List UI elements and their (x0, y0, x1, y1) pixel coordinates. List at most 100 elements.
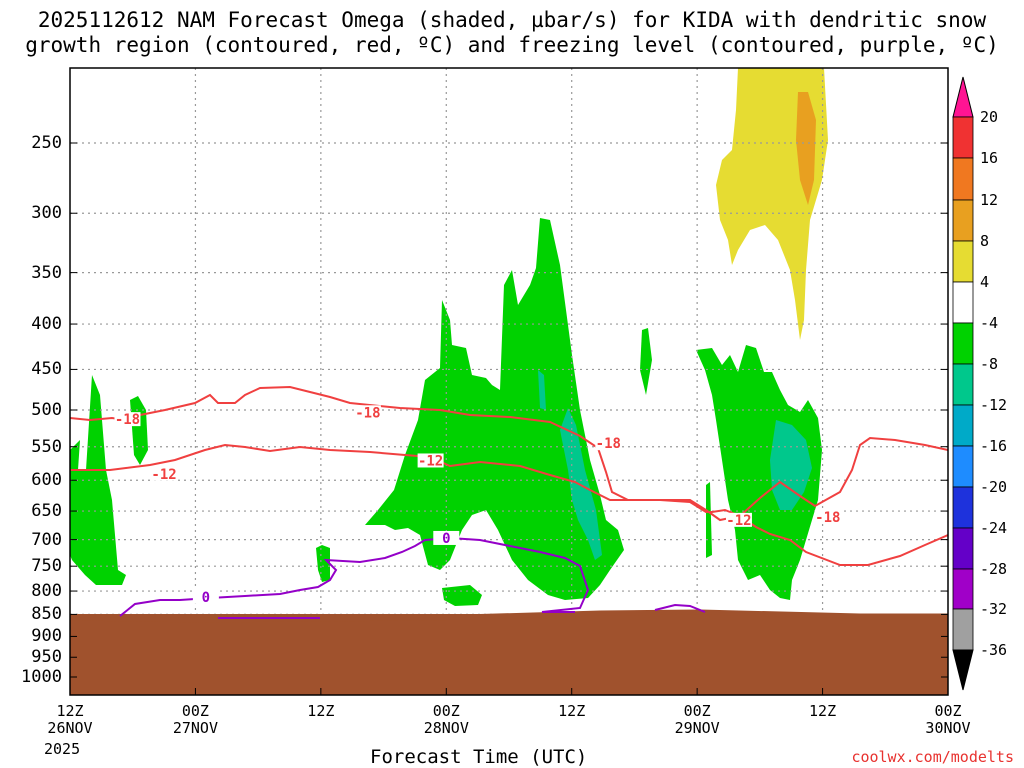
colorbar-label: 16 (980, 149, 999, 167)
colorbar-swatch (952, 116, 974, 159)
isotherm-contours (70, 385, 948, 619)
omega-area (706, 482, 712, 558)
colorbar-label: -20 (980, 478, 1008, 496)
omega-area (538, 370, 546, 410)
y-tick-label: 400 (31, 314, 62, 335)
omega-shading (70, 68, 828, 606)
colorbar-label: 8 (980, 232, 990, 250)
contour-label: -18 (115, 412, 140, 428)
x-tick-date: 26NOV (47, 719, 93, 737)
x-tick-label: 12Z (286, 703, 356, 720)
omega-area (316, 545, 330, 582)
colorbar-label: -4 (980, 314, 999, 332)
y-tick-label: 600 (31, 470, 62, 491)
colorbar-swatch (952, 527, 974, 570)
omega-area (442, 585, 482, 606)
contour-label-bg (417, 453, 444, 468)
x-tick-time: 00Z (683, 702, 711, 720)
colorbar-swatch (952, 568, 974, 610)
x-tick-date: 29NOV (674, 719, 720, 737)
colorbar-label: -32 (980, 600, 1008, 618)
contour-label: 0 (202, 590, 210, 606)
y-tick-label: 300 (31, 203, 62, 224)
chart-title-line2: growth region (contoured, red, ºC) and f… (25, 33, 999, 57)
x-tick-label: 00Z 29NOV (662, 703, 732, 737)
colorbar-swatch (952, 486, 974, 529)
contour-label-bg (725, 512, 752, 527)
chart-title-line1: 2025112612 NAM Forecast Omega (shaded, µ… (37, 8, 987, 32)
y-tick-label: 250 (31, 133, 62, 153)
contour-label: -18 (355, 405, 380, 421)
omega-area (770, 420, 812, 510)
x-tick-label: 00Z 28NOV (411, 703, 481, 737)
omega-area (130, 396, 148, 465)
contour-label: -12 (726, 513, 751, 529)
contour-label: 0 (442, 531, 450, 547)
dgz-isotherm-minus12 (70, 436, 948, 522)
colorbar-label: -36 (980, 641, 1008, 659)
ground-below-surface (70, 614, 948, 695)
y-tick-label: 800 (31, 581, 62, 602)
x-tick-time: 00Z (181, 702, 209, 720)
x-tick-label: 00Z 30NOV (913, 703, 983, 737)
x-tick-time: 12Z (809, 702, 837, 720)
omega-area (640, 328, 652, 395)
credit-link[interactable]: coolwx.com/modelts (851, 748, 1014, 766)
contour-label-bg (151, 466, 178, 481)
colorbar-top-arrow (952, 76, 974, 118)
y-tick-label: 500 (31, 400, 62, 420)
x-axis-title: Forecast Time (UTC) (370, 746, 588, 768)
colorbar-swatch (952, 363, 974, 406)
colorbar-swatch (952, 199, 974, 242)
freezing-level-0C (119, 536, 590, 617)
y-tick-label: 950 (31, 647, 62, 668)
grid-lines (70, 68, 948, 615)
dgz-isotherm-minus18 (70, 385, 948, 566)
colorbar-label: -28 (980, 560, 1008, 578)
y-tick-label: 900 (31, 626, 62, 647)
contour-label-bg (433, 530, 460, 545)
x-tick-time: 00Z (432, 702, 460, 720)
contour-label-bg (114, 412, 141, 427)
y-tick-label: 350 (31, 262, 62, 283)
contour-label: -12 (151, 467, 176, 483)
colorbar-bottom-arrow (952, 649, 974, 691)
colorbar-label: 4 (980, 273, 990, 291)
colorbar-label: -12 (980, 396, 1008, 414)
axis-ticks (69, 142, 949, 695)
omega-area (796, 92, 816, 205)
y-tick-label: 700 (31, 529, 62, 550)
colorbar-swatch (952, 608, 974, 651)
y-tick-label: 1000 (21, 667, 62, 687)
colorbar-swatch (952, 281, 974, 324)
contour-label-bg (192, 589, 219, 604)
x-tick-date: 28NOV (423, 719, 469, 737)
colorbar-swatch (952, 157, 974, 201)
contour-label: -18 (596, 436, 621, 452)
x-tick-label: 12Z (537, 703, 607, 720)
contour-label-bg (354, 405, 381, 420)
contour-label: -18 (815, 510, 840, 526)
y-tick-label: 450 (31, 359, 62, 380)
colorbar-label: -24 (980, 519, 1008, 537)
x-axis-year: 2025 (44, 740, 81, 758)
x-tick-date: 30NOV (925, 719, 971, 737)
freezing-level-0C (654, 603, 706, 613)
colorbar-label: -8 (980, 355, 999, 373)
x-tick-time: 12Z (307, 702, 335, 720)
contour-labels: -18 -18 -18 -18 -12 -12 -12 0 0 (114, 405, 841, 606)
omega-area (560, 408, 602, 560)
colorbar (952, 76, 974, 691)
x-tick-time: 12Z (56, 702, 84, 720)
y-tick-label: 750 (31, 556, 62, 577)
colorbar-swatch (952, 322, 974, 365)
x-tick-time: 12Z (558, 702, 586, 720)
colorbar-label: 12 (980, 191, 999, 209)
omega-area (365, 218, 624, 600)
omega-area (696, 345, 822, 600)
x-tick-date: 27NOV (172, 719, 218, 737)
x-tick-label: 00Z 27NOV (160, 703, 230, 737)
colorbar-label: 20 (980, 108, 999, 126)
contour-label-bg (595, 436, 622, 451)
